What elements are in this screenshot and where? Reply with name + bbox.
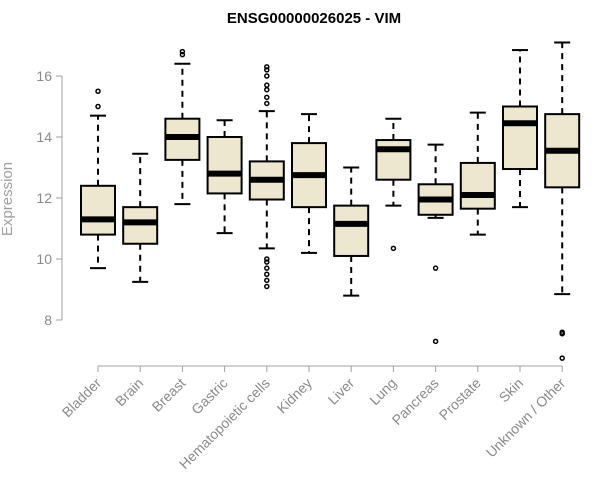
box-series bbox=[80, 41, 581, 361]
box-body bbox=[502, 105, 538, 171]
box-bladder bbox=[80, 88, 116, 270]
outlier-point bbox=[264, 82, 270, 88]
x-tick-label: Bladder bbox=[59, 375, 105, 421]
outlier-point bbox=[432, 338, 439, 345]
box-body bbox=[333, 204, 370, 257]
x-tick-label: Brain bbox=[112, 375, 146, 409]
y-tick-label: 8 bbox=[44, 312, 52, 328]
outlier-point bbox=[264, 283, 270, 290]
box-hematopoietic-cells bbox=[248, 64, 285, 290]
outlier-point bbox=[95, 88, 101, 94]
box-body bbox=[375, 139, 412, 181]
outlier-point bbox=[264, 271, 270, 277]
box-kidney bbox=[291, 113, 327, 254]
box-skin bbox=[502, 49, 538, 209]
x-tick-label: Liver bbox=[325, 375, 358, 408]
box-liver bbox=[333, 166, 370, 297]
y-tick-label: 16 bbox=[36, 68, 52, 84]
outlier-point bbox=[264, 259, 270, 265]
box-prostate bbox=[459, 111, 496, 236]
chart-title: ENSG00000026025 - VIM bbox=[227, 10, 401, 27]
outlier-point bbox=[264, 265, 270, 271]
x-tick-label: Skin bbox=[496, 375, 527, 406]
x-tick-label: Lung bbox=[366, 375, 399, 408]
x-tick-label: Prostate bbox=[436, 375, 484, 423]
outlier-point bbox=[390, 245, 397, 252]
box-body bbox=[206, 136, 243, 195]
y-tick-label: 10 bbox=[36, 251, 52, 267]
box-body bbox=[459, 161, 496, 210]
outlier-point bbox=[95, 103, 101, 110]
box-gastric bbox=[206, 119, 243, 235]
box-unknown-other bbox=[544, 41, 581, 361]
x-tick-label: Breast bbox=[149, 375, 189, 415]
box-brain bbox=[122, 152, 159, 283]
x-tick-label: Unknown / Other bbox=[483, 375, 569, 461]
y-axis-label: Expression bbox=[0, 162, 16, 236]
x-tick-label: Kidney bbox=[274, 375, 316, 417]
box-pancreas bbox=[417, 143, 454, 345]
y-tick-label: 12 bbox=[36, 190, 52, 206]
outlier-point bbox=[264, 64, 270, 70]
box-breast bbox=[164, 48, 201, 206]
outlier-point bbox=[432, 265, 439, 271]
outlier-point bbox=[264, 277, 270, 284]
y-tick-label: 14 bbox=[36, 129, 52, 145]
outlier-point bbox=[264, 100, 270, 107]
x-tick-label: Pancreas bbox=[389, 375, 442, 428]
outlier-point bbox=[264, 73, 270, 79]
box-body bbox=[80, 184, 116, 236]
outlier-point bbox=[264, 94, 270, 101]
outlier-point bbox=[264, 256, 270, 262]
outlier-point bbox=[264, 67, 270, 73]
outlier-point bbox=[179, 48, 186, 55]
box-lung bbox=[375, 117, 412, 252]
outlier-point bbox=[264, 86, 270, 93]
box-body bbox=[122, 206, 159, 245]
outlier-point bbox=[559, 330, 565, 337]
y-axis: 8 10 12 14 16 bbox=[36, 68, 63, 328]
outlier-point bbox=[179, 51, 186, 58]
outlier-point bbox=[559, 355, 565, 361]
